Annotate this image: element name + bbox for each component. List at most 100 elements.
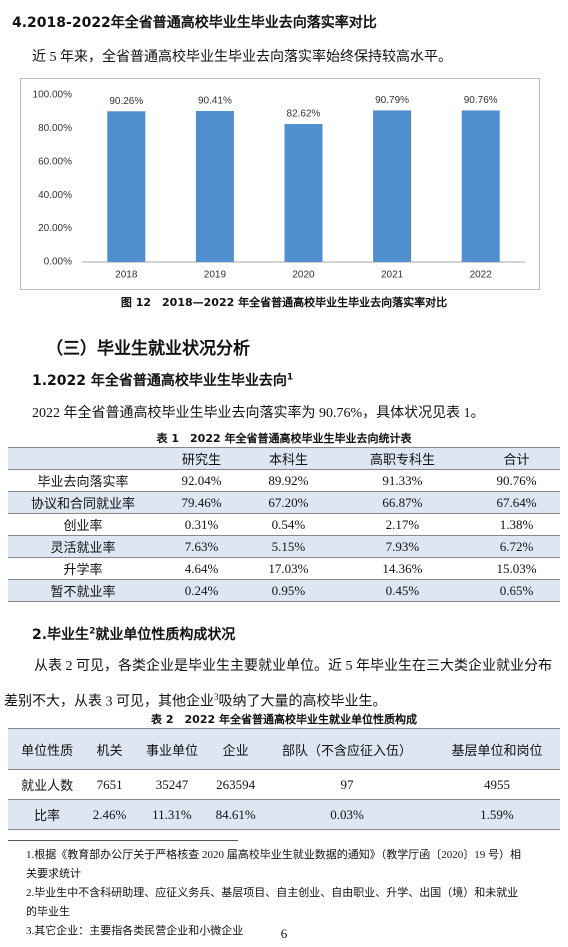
part-heading: （三）毕业生就业状况分析 [46, 339, 250, 359]
section-heading: 4.2018-2022年全省普通高校毕业生毕业去向落实率对比 [12, 15, 377, 31]
value-label: 90.41% [198, 96, 232, 107]
table: 单位性质 机关 事业单位 企业 部队（不含应征入伍） 基层单位和岗位 就业人数 7651 352… [8, 728, 560, 830]
table-cell: 1.59% [433, 799, 560, 830]
table: 研究生 本科生 高职专科生 合计 毕业去向落实率 92.04% 89.92% 91.33% 90… [8, 447, 560, 602]
bar [284, 124, 323, 262]
table-cell: 4.64% [158, 557, 245, 580]
header-row: 研究生 本科生 高职专科生 合计 [8, 447, 560, 470]
table-row: 灵活就业率 7.63% 5.15% 7.93% 6.72% [8, 535, 560, 558]
table-cell: 91.33% [331, 469, 473, 492]
y-tick-label: 100.00% [33, 90, 73, 101]
table-cell: 89.92% [244, 469, 332, 492]
table-cell: 90.76% [472, 469, 560, 492]
caption: 图 12 2018—2022 年全省普通高校毕业生毕业去向落实率对比 [120, 296, 448, 309]
table-cell: 1.38% [472, 513, 560, 536]
table-title: 表 2 2022 年全省普通高校毕业生就业单位性质构成 [151, 713, 417, 726]
y-tick-label: 80.00% [38, 123, 72, 134]
table-cell: 0.54% [244, 513, 332, 536]
table-cell: 15.03% [472, 557, 560, 580]
table-cell: 7.93% [331, 535, 473, 558]
table-cell: 0.24% [158, 579, 245, 602]
table-cell: 97 [260, 769, 434, 800]
table-cell: 11.31% [132, 799, 212, 830]
table-row: 就业人数 7651 35247 263594 97 4955 [8, 769, 560, 800]
table-title: 表 1 2022 年全省普通高校毕业生毕业去向统计表 [156, 432, 412, 445]
table-cell: 5.15% [244, 535, 332, 558]
footnote: 2.毕业生中不含科研助理、应征义务兵、基层项目、自主创业、自由职业、升学、出国（… [26, 887, 519, 918]
header-cell: 基层单位和岗位 [433, 728, 560, 770]
paragraph: 2022 年全省普通高校毕业生毕业去向落实率为 90.76%，具体状况见表 1。 [32, 406, 485, 421]
text: 从表 2 可见，各类企业是毕业生主要就业单位。近 5 年毕业生在三大类企业就业分… [4, 659, 552, 710]
sub-heading-text: 就业单位性质构成状况 [95, 627, 236, 643]
table-row: 比率 2.46% 11.31% 84.61% 0.03% 1.59% [8, 799, 560, 830]
sub-heading: 1.2022 年全省普通高校毕业生毕业去向1 [32, 370, 293, 390]
paragraph: 从表 2 可见，各类企业是毕业生主要就业单位。近 5 年毕业生在三大类企业就业分… [4, 652, 560, 718]
table-row: 毕业去向落实率 92.04% 89.92% 91.33% 90.76% [8, 469, 560, 492]
x-tick-label: 2018 [115, 270, 138, 281]
intro: 近 5 年来，全省普通高校毕业生毕业去向落实率始终保持较高水平。 [32, 50, 452, 65]
table-row: 协议和合同就业率 79.46% 67.20% 66.87% 67.64% [8, 491, 560, 514]
table-cell: 0.65% [472, 579, 560, 602]
table-cell: 17.03% [244, 557, 332, 580]
bar [461, 110, 500, 262]
table-cell: 67.20% [244, 491, 332, 514]
table-cell: 创业率 [8, 513, 158, 536]
table-cell: 67.64% [472, 491, 560, 514]
bar [195, 111, 234, 262]
header-cell: 本科生 [244, 447, 332, 470]
header-cell [8, 447, 158, 470]
table-cell: 7.63% [158, 535, 245, 558]
table-cell: 0.45% [331, 579, 473, 602]
y-tick-label: 60.00% [38, 156, 72, 167]
y-tick-label: 0.00% [44, 257, 72, 268]
header-cell: 合计 [472, 447, 560, 470]
footnote-ref: 2 [89, 626, 96, 637]
table-row: 升学率 4.64% 17.03% 14.36% 15.03% [8, 557, 560, 580]
chart: 0.00% 20.00% 40.00% 60.00% 80.00% 100.00% 90.2… [20, 78, 540, 290]
chart-frame [20, 78, 540, 290]
table-cell: 2.17% [331, 513, 473, 536]
table-cell: 14.36% [331, 557, 473, 580]
table-cell: 6.72% [472, 535, 560, 558]
sub-heading-text: 2.毕业生 [32, 627, 90, 643]
table-cell: 毕业去向落实率 [8, 469, 158, 492]
value-label: 82.62% [287, 109, 321, 120]
table-cell: 84.61% [211, 799, 261, 830]
table-cell: 0.03% [260, 799, 434, 830]
table-cell: 协议和合同就业率 [8, 491, 158, 514]
y-tick-label: 20.00% [38, 223, 72, 234]
footnotes: 1.根据《教育部办公厅关于严格核查 2020 届高校毕业生就业数据的通知》（教学… [26, 846, 526, 941]
bar [373, 110, 412, 262]
table-cell: 0.31% [158, 513, 245, 536]
footnote: 1.根据《教育部办公厅关于严格核查 2020 届高校毕业生就业数据的通知》（教学… [26, 849, 521, 880]
x-tick-label: 2019 [204, 270, 227, 281]
table-cell: 7651 [86, 769, 133, 800]
table-cell: 263594 [211, 769, 261, 800]
value-label: 90.76% [464, 95, 498, 106]
table-cell: 79.46% [158, 491, 245, 514]
sub-heading-text: 1.2022 年全省普通高校毕业生毕业去向 [32, 373, 287, 389]
table-cell: 2.46% [86, 799, 133, 830]
value-label: 90.79% [375, 95, 409, 106]
table-cell: 66.87% [331, 491, 473, 514]
header-cell: 单位性质 [8, 728, 87, 770]
table-cell: 92.04% [158, 469, 245, 492]
table-cell: 4955 [433, 769, 560, 800]
header-cell: 研究生 [158, 447, 245, 470]
y-tick-label: 40.00% [38, 190, 72, 201]
table-cell: 比率 [8, 799, 87, 830]
value-label: 90.26% [109, 96, 143, 107]
table-cell: 暂不就业率 [8, 579, 158, 602]
table-cell: 升学率 [8, 557, 158, 580]
header-cell: 机关 [86, 728, 133, 770]
table-cell: 0.95% [244, 579, 332, 602]
x-tick-label: 2021 [381, 270, 404, 281]
table-row: 创业率 0.31% 0.54% 2.17% 1.38% [8, 513, 560, 536]
bar [107, 111, 146, 262]
table-cell: 灵活就业率 [8, 535, 158, 558]
header-cell: 高职专科生 [331, 447, 473, 470]
header-cell: 企业 [211, 728, 261, 770]
table-row: 暂不就业率 0.24% 0.95% 0.45% 0.65% [8, 579, 560, 602]
footnote-ref: 3 [214, 692, 219, 702]
